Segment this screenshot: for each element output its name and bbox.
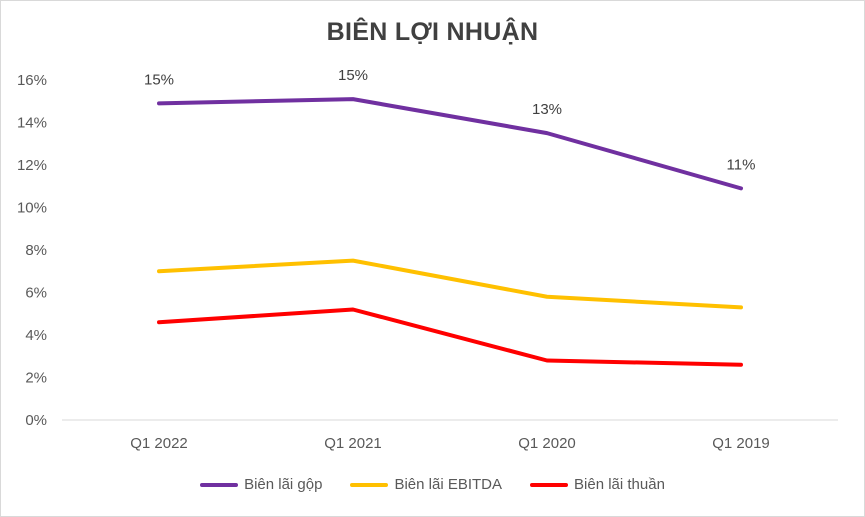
data-label: 15% bbox=[144, 71, 174, 88]
y-tick-label: 12% bbox=[17, 157, 47, 174]
legend-item: Biên lãi thuần bbox=[530, 476, 665, 493]
legend-item: Biên lãi gộp bbox=[200, 476, 322, 493]
x-tick-label: Q1 2020 bbox=[518, 435, 576, 452]
legend-swatch bbox=[530, 482, 569, 487]
y-tick-label: 4% bbox=[25, 327, 47, 344]
data-label: 15% bbox=[338, 67, 368, 84]
y-tick-label: 8% bbox=[25, 242, 47, 259]
legend-label: Biên lãi thuần bbox=[574, 476, 665, 493]
y-tick-label: 0% bbox=[25, 412, 47, 429]
chart-title: BIÊN LỢI NHUẬN bbox=[326, 18, 539, 46]
legend-item: Biên lãi EBITDA bbox=[350, 476, 502, 493]
y-tick-label: 14% bbox=[17, 115, 47, 132]
series-line-1 bbox=[157, 258, 743, 310]
y-tick-label: 16% bbox=[17, 72, 47, 89]
data-label: 11% bbox=[727, 156, 756, 173]
series-line-2 bbox=[157, 307, 743, 367]
y-tick-label: 2% bbox=[25, 370, 47, 387]
x-tick-label: Q1 2022 bbox=[130, 435, 188, 452]
y-tick-label: 6% bbox=[25, 285, 47, 302]
legend-swatch bbox=[200, 482, 239, 487]
x-tick-label: Q1 2019 bbox=[712, 435, 770, 452]
data-label: 13% bbox=[532, 101, 562, 118]
x-tick-label: Q1 2021 bbox=[324, 435, 382, 452]
legend-swatch bbox=[350, 482, 389, 487]
y-tick-label: 10% bbox=[17, 200, 47, 217]
legend-label: Biên lãi gộp bbox=[244, 476, 323, 493]
legend: Biên lãi gộp Biên lãi EBITDA Biên lãi thuầ… bbox=[0, 476, 865, 493]
legend-label: Biên lãi EBITDA bbox=[394, 476, 503, 493]
series-line-0 bbox=[157, 97, 743, 191]
